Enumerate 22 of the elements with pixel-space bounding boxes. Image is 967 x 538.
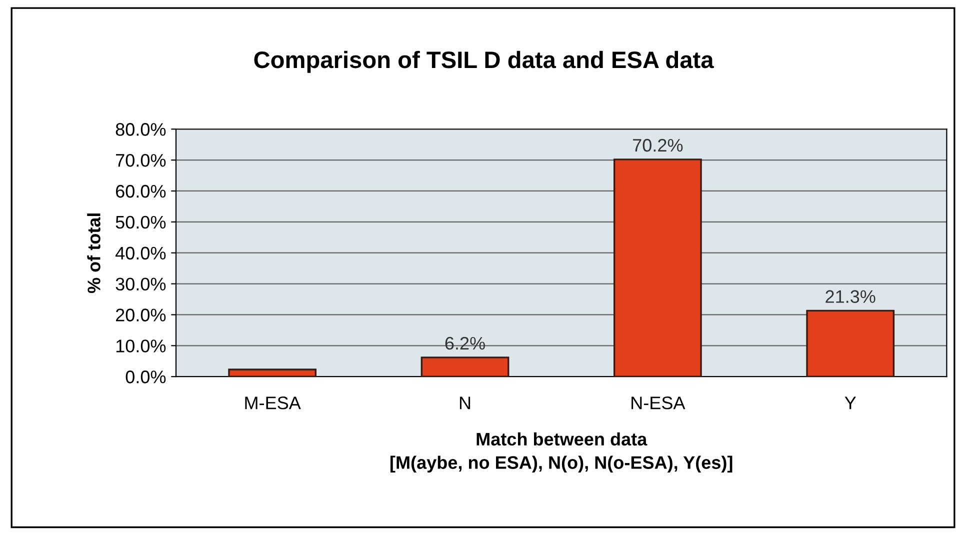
bar	[228, 368, 317, 377]
y-tick-label: 30.0%	[116, 278, 166, 291]
y-axis-title: % of total	[87, 214, 100, 294]
x-tick-label: M-ESA	[245, 396, 301, 410]
y-tick-label: 20.0%	[116, 308, 166, 322]
y-tick-label: 10.0%	[116, 340, 166, 352]
data-label: 70.2%	[633, 138, 683, 152]
x-tick-label: N	[460, 396, 470, 410]
chart-title: Comparison of TSIL D data and ESA data	[254, 50, 714, 73]
y-tick-label: 60.0%	[116, 184, 166, 198]
bar	[420, 356, 510, 377]
x-tick-label: N-ESA	[632, 396, 686, 410]
y-tick-label: 50.0%	[116, 216, 166, 229]
bar	[613, 158, 702, 377]
x-axis-title: Match between data [M(aybe, no ESA), N(o), N(o-ESA), Y(es)]	[390, 432, 732, 473]
y-tick-label: 0.0%	[126, 370, 166, 384]
y-tick-label: 40.0%	[115, 246, 166, 260]
y-tick-label: 70.0%	[116, 154, 166, 167]
x-tick-label: Y	[844, 396, 856, 410]
y-tick-label: 80.0%	[116, 123, 166, 136]
bar	[806, 310, 895, 377]
data-label: 21.3%	[826, 290, 876, 303]
